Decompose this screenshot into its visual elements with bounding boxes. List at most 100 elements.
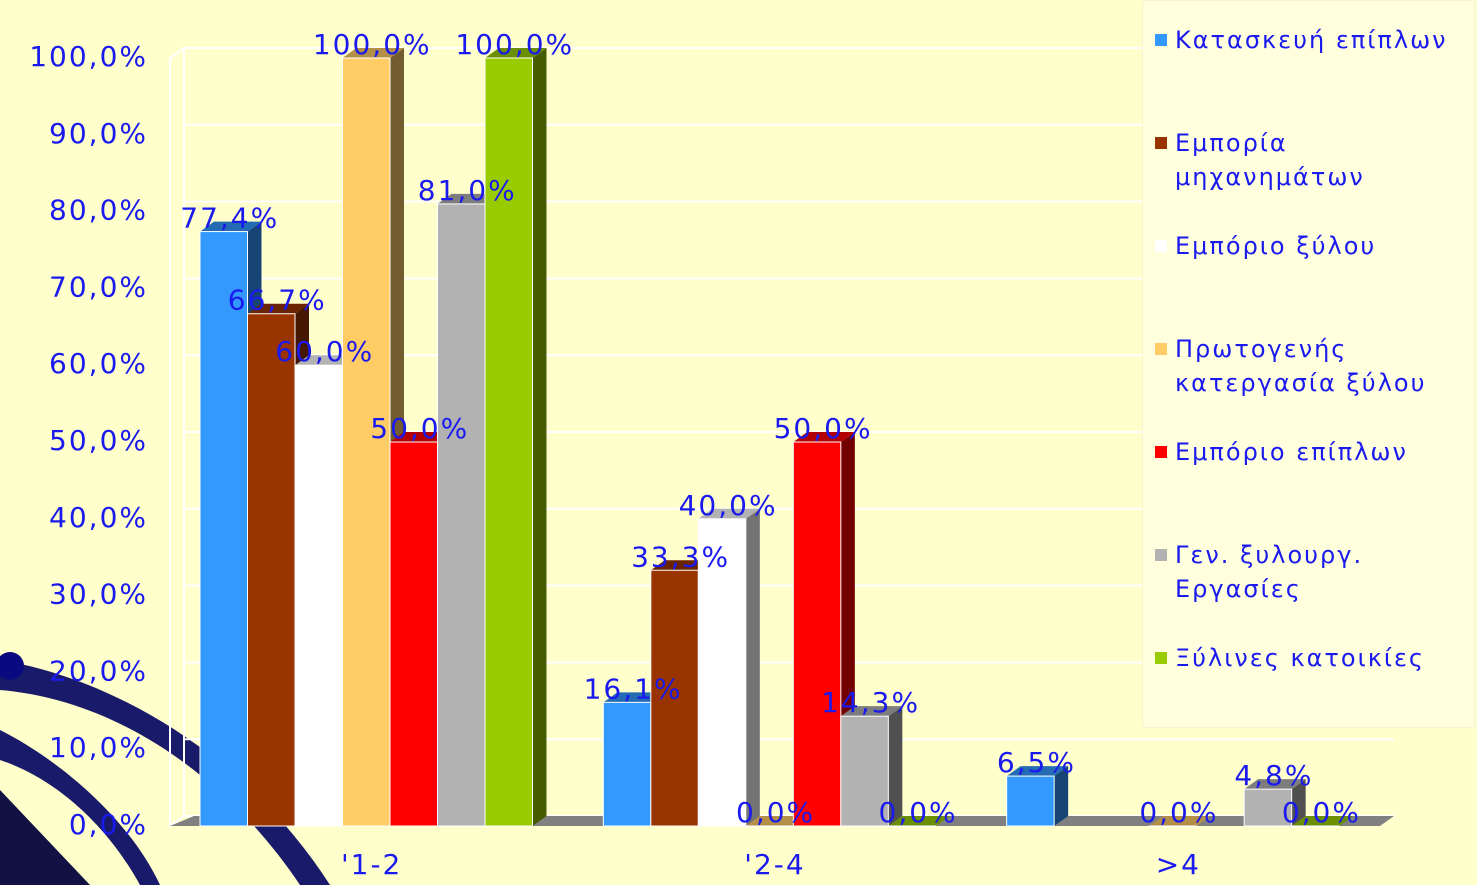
decoration xyxy=(0,790,90,885)
bar xyxy=(1006,775,1055,827)
data-label: 33,3% xyxy=(631,540,730,573)
bar xyxy=(437,203,486,827)
legend-swatch xyxy=(1155,137,1167,149)
legend-entry: Γεν. ξυλουργ. Εργασίες xyxy=(1155,538,1474,641)
x-tick-label: >4 xyxy=(1156,848,1201,881)
bar-top xyxy=(888,816,950,826)
data-label: 0,0% xyxy=(1139,796,1218,829)
bar-top xyxy=(342,48,404,58)
bar-top xyxy=(745,816,808,826)
data-label: 50,0% xyxy=(774,412,873,445)
y-tick-label: 10,0% xyxy=(49,731,148,764)
decoration xyxy=(0,730,160,885)
bar xyxy=(1148,825,1198,827)
decoration xyxy=(0,660,330,885)
bar-top xyxy=(840,706,903,717)
bar-top xyxy=(650,560,713,571)
bar-side xyxy=(745,508,760,826)
data-label: 100,0% xyxy=(455,28,574,61)
bar-side xyxy=(1291,779,1306,826)
data-label: 100,0% xyxy=(313,28,432,61)
legend-swatch xyxy=(1155,652,1167,664)
data-label: 77,4% xyxy=(180,202,279,235)
y-tick-label: 60,0% xyxy=(49,347,148,380)
legend-swatch xyxy=(1155,549,1167,561)
bar-top xyxy=(390,432,452,442)
legend-label: Κατασκευή επίπλων xyxy=(1175,26,1448,54)
bar xyxy=(199,231,248,827)
bar xyxy=(342,57,391,827)
bar xyxy=(484,57,533,827)
bar xyxy=(1291,825,1340,827)
data-label: 50,0% xyxy=(370,412,469,445)
bar-side xyxy=(532,48,547,826)
data-label: 4,8% xyxy=(1234,759,1313,792)
x-tick-label: '1-2 xyxy=(341,848,402,881)
bar xyxy=(650,569,699,827)
bar xyxy=(840,715,889,827)
bar xyxy=(602,701,652,827)
bar-top xyxy=(1244,779,1306,790)
bar-side xyxy=(1054,766,1069,826)
data-label: 0,0% xyxy=(879,796,958,829)
data-label: 60,0% xyxy=(275,335,374,368)
bar-top xyxy=(603,692,665,703)
bar-side xyxy=(888,706,903,826)
bar xyxy=(294,364,343,827)
y-tick-label: 20,0% xyxy=(49,654,148,687)
bar xyxy=(389,441,438,827)
bar-top xyxy=(295,355,357,366)
bar xyxy=(247,313,296,827)
y-tick-label: 50,0% xyxy=(49,424,148,457)
legend-swatch xyxy=(1155,34,1167,46)
legend-label: Πρωτογενής κατεργασία ξύλου xyxy=(1175,335,1427,397)
data-label: 14,3% xyxy=(821,686,920,719)
legend-entry: Εμπόριο ξύλου xyxy=(1155,229,1474,332)
legend-entry: Ξύλινες κατοικίες xyxy=(1155,641,1474,744)
legend: Κατασκευή επίπλων Εμπορία μηχανημάτων Εμπό… xyxy=(1142,0,1475,728)
legend-swatch xyxy=(1155,343,1167,355)
legend-entry: Εμπορία μηχανημάτων xyxy=(1155,126,1474,229)
bar-top xyxy=(485,48,547,58)
bar-top xyxy=(698,508,760,519)
legend-label: Γεν. ξυλουργ. Εργασίες xyxy=(1175,541,1364,603)
bar xyxy=(792,441,842,827)
legend-entry: Κατασκευή επίπλων xyxy=(1155,23,1474,126)
bar-top xyxy=(247,303,309,314)
bar xyxy=(887,825,937,827)
bar-top xyxy=(200,221,262,232)
y-tick-label: 80,0% xyxy=(49,194,148,227)
y-tick-label: 0,0% xyxy=(69,808,148,841)
data-label: 40,0% xyxy=(679,489,778,522)
bar-top xyxy=(1006,766,1069,777)
y-tick-label: 70,0% xyxy=(49,270,148,303)
legend-label: Εμπόριο ξύλου xyxy=(1175,232,1377,260)
legend-entry: Εμπόριο επίπλων xyxy=(1155,435,1474,538)
legend-swatch xyxy=(1155,446,1167,458)
x-tick-label: '2-4 xyxy=(744,848,805,881)
legend-swatch xyxy=(1155,240,1167,252)
bar-top xyxy=(437,193,499,204)
bar xyxy=(1243,788,1293,827)
bar xyxy=(697,518,747,827)
decoration xyxy=(0,652,24,680)
y-tick-label: 90,0% xyxy=(49,117,148,150)
data-label: 66,7% xyxy=(228,284,327,317)
y-tick-label: 40,0% xyxy=(49,501,148,534)
y-tick-label: 30,0% xyxy=(49,578,148,611)
legend-label: Εμπορία μηχανημάτων xyxy=(1175,129,1365,191)
y-tick-label: 100,0% xyxy=(29,40,148,73)
legend-entry: Πρωτογενής κατεργασία ξύλου xyxy=(1155,332,1474,435)
bar-top xyxy=(1149,816,1211,826)
bar-top xyxy=(793,432,855,442)
data-label: 16,1% xyxy=(584,672,683,705)
data-label: 6,5% xyxy=(997,746,1076,779)
bar-top xyxy=(1291,816,1354,826)
data-label: 81,0% xyxy=(418,174,517,207)
legend-label: Ξύλινες κατοικίες xyxy=(1175,644,1426,672)
data-label: 0,0% xyxy=(736,796,815,829)
data-label: 0,0% xyxy=(1282,796,1361,829)
side-wall xyxy=(169,46,185,828)
